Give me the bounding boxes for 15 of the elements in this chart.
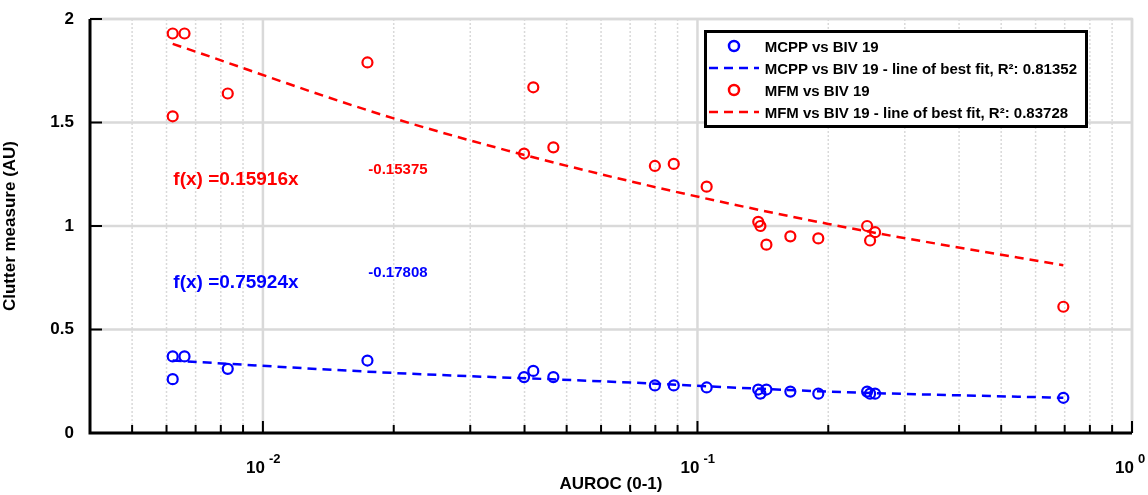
x-tick-label: 10-1 [680,451,716,477]
x-axis-title: AUROC (0-1) [559,474,663,494]
legend-label: MCPP vs BIV 19 [764,37,879,55]
legend-label: MCPP vs BIV 19 - line of best fit, R²: 0.81352 [764,59,1077,77]
legend-label: MFM vs BIV 19 - line of best fit, R²: 0.83728 [764,103,1069,121]
text: f(x) =0.15916x-0.15375 [173,159,428,189]
y-axis-title: Clutter measure (AU) [0,140,19,312]
y-tick-label: 0 [64,422,74,442]
y-tick-label: 0.5 [50,319,74,339]
y-tick-label: 1 [64,215,74,235]
legend-label: MFM vs BIV 19 [764,81,870,99]
text: f(x) =0.75924x-0.17808 [173,263,428,293]
x-tick-label: 10-2 [246,451,281,477]
y-tick-label: 1.5 [50,112,74,132]
y-tick-label: 2 [64,8,74,28]
